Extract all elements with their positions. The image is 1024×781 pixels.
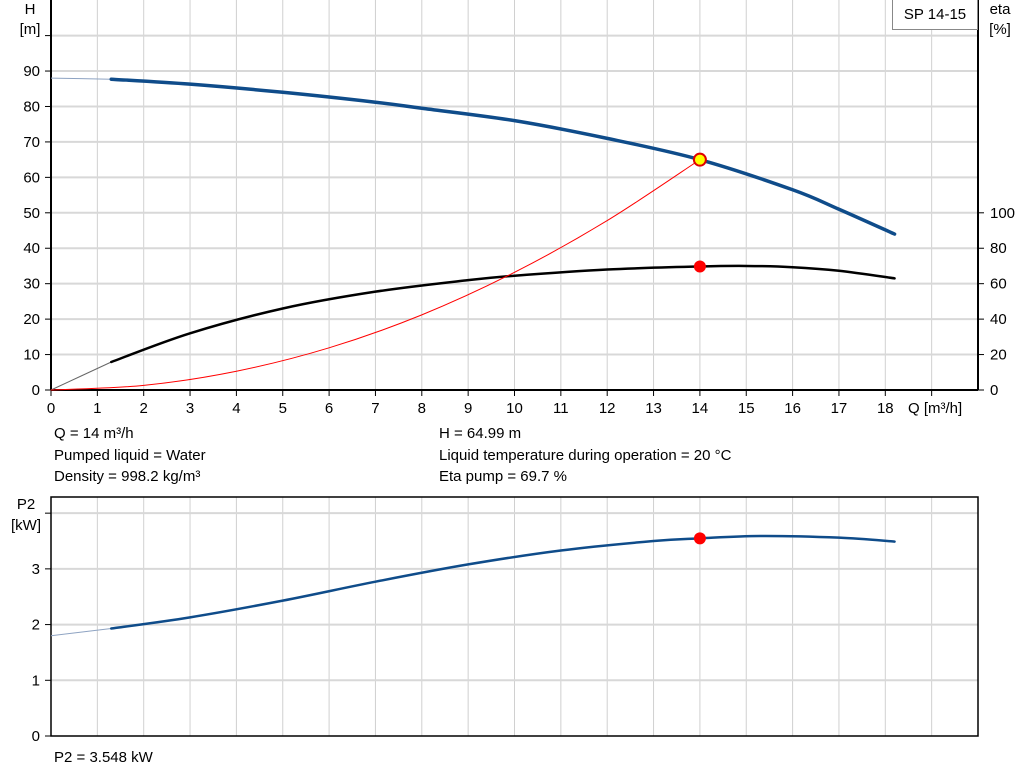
h-curve-extrapolated bbox=[50, 77, 112, 80]
p2-y-tick-label: 3 bbox=[32, 561, 40, 578]
x-tick-label: 14 bbox=[692, 400, 709, 417]
x-tick-label: 18 bbox=[877, 400, 894, 417]
x-tick-label: 5 bbox=[279, 400, 287, 417]
y-tick-label-left: 50 bbox=[23, 205, 40, 222]
x-tick-label: 7 bbox=[371, 400, 379, 417]
x-tick-label: 4 bbox=[232, 400, 240, 417]
y-axis-label-left-unit: [m] bbox=[20, 21, 41, 38]
x-tick-label: 8 bbox=[418, 400, 426, 417]
x-tick-label: 3 bbox=[186, 400, 194, 417]
p2-plot-frame bbox=[50, 496, 979, 737]
duty-point-right bbox=[693, 260, 706, 273]
x-tick-label: 10 bbox=[506, 400, 523, 417]
x-tick-label: 6 bbox=[325, 400, 333, 417]
x-tick-label: 11 bbox=[553, 400, 569, 417]
y-tick-label-left: 60 bbox=[23, 169, 40, 186]
x-tick-label: 0 bbox=[47, 400, 55, 417]
y-tick-label-left: 0 bbox=[32, 382, 40, 399]
info-density: Density = 998.2 kg/m³ bbox=[54, 468, 201, 485]
duty-point-p2 bbox=[693, 532, 706, 545]
info-eta: Eta pump = 69.7 % bbox=[439, 468, 567, 485]
p2-curve bbox=[110, 534, 896, 630]
x-tick-label: 12 bbox=[599, 400, 616, 417]
y-tick-label-left: 70 bbox=[23, 134, 40, 151]
y-tick-label-left: 90 bbox=[23, 63, 40, 80]
duty-point-left bbox=[692, 152, 707, 167]
eta-curve bbox=[110, 264, 896, 364]
info-p2: P2 = 3.548 kW bbox=[54, 749, 153, 766]
x-tick-label: 16 bbox=[784, 400, 801, 417]
system-curve bbox=[50, 159, 701, 391]
h-curve bbox=[109, 77, 897, 236]
x-axis-label: Q [m³/h] bbox=[908, 400, 962, 417]
pump-model-label: SP 14-15 bbox=[892, 0, 978, 30]
y-tick-label-left: 80 bbox=[23, 98, 40, 115]
info-temperature: Liquid temperature during operation = 20… bbox=[439, 447, 732, 464]
y-tick-label-left: 10 bbox=[23, 347, 40, 364]
p2-y-tick-label: 1 bbox=[32, 672, 40, 689]
p2-curve-extrapolated bbox=[50, 627, 112, 637]
info-flow: Q = 14 m³/h bbox=[54, 425, 134, 442]
p2-y-tick-label: 0 bbox=[32, 728, 40, 745]
x-tick-label: 1 bbox=[93, 400, 101, 417]
p2-y-axis-label: P2 bbox=[17, 496, 35, 513]
y-tick-label-left: 40 bbox=[23, 240, 40, 257]
y-tick-label-right: 80 bbox=[990, 240, 1007, 257]
y-axis-label-right: eta bbox=[990, 1, 1012, 18]
info-head: H = 64.99 m bbox=[439, 425, 522, 442]
y-tick-label-right: 100 bbox=[990, 205, 1015, 222]
y-axis-label-left: H bbox=[25, 1, 36, 18]
x-tick-label: 9 bbox=[464, 400, 472, 417]
y-tick-label-right: 0 bbox=[990, 382, 998, 399]
y-tick-label-right: 40 bbox=[990, 311, 1007, 328]
y-axis-label-right-unit: [%] bbox=[989, 21, 1011, 38]
x-tick-label: 17 bbox=[831, 400, 848, 417]
p2-y-tick-label: 2 bbox=[32, 617, 40, 634]
p2-y-axis-label-unit: [kW] bbox=[11, 517, 41, 534]
y-tick-label-left: 30 bbox=[23, 276, 40, 293]
eta-curve-extrapolated bbox=[50, 361, 112, 391]
x-tick-label: 2 bbox=[140, 400, 148, 417]
x-tick-label: 13 bbox=[645, 400, 662, 417]
x-tick-label: 15 bbox=[738, 400, 755, 417]
y-tick-label-left: 20 bbox=[23, 311, 40, 328]
y-tick-label-right: 60 bbox=[990, 276, 1007, 293]
info-liquid: Pumped liquid = Water bbox=[54, 447, 206, 464]
y-tick-label-right: 20 bbox=[990, 347, 1007, 364]
